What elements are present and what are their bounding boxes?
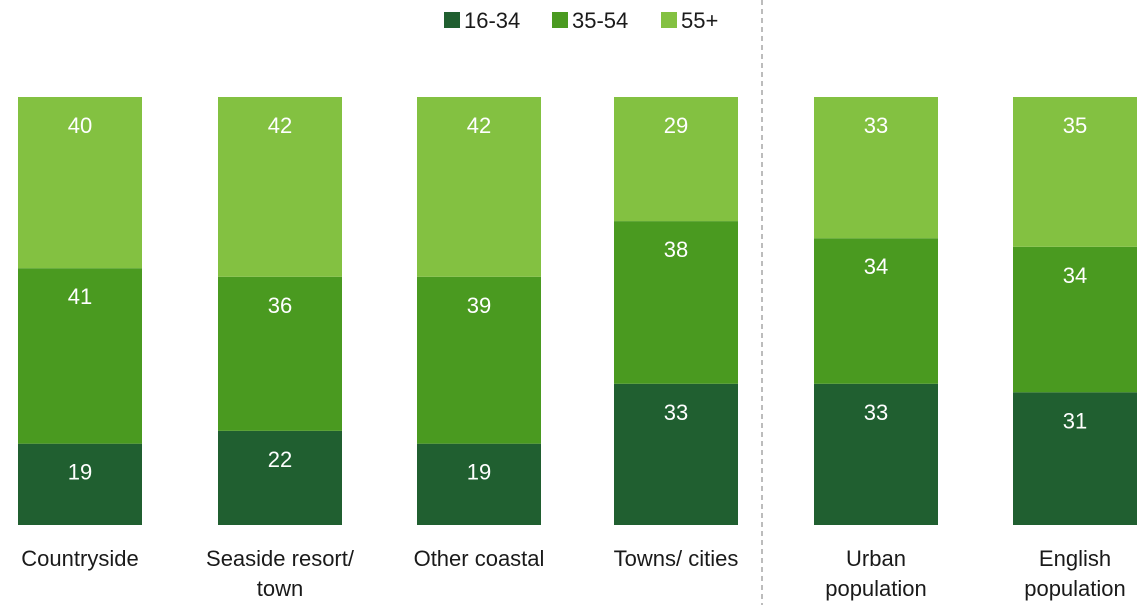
data-label: 34 [1063, 263, 1087, 288]
bar-segment [1013, 97, 1137, 247]
bar-segment [614, 221, 738, 384]
legend-label: 35-54 [572, 8, 628, 33]
bar-segment [18, 97, 142, 269]
bar-segment [417, 97, 541, 277]
category-label: town [257, 576, 303, 601]
data-label: 33 [864, 400, 888, 425]
data-label: 36 [268, 293, 292, 318]
data-label: 35 [1063, 113, 1087, 138]
bar-segment [1013, 392, 1137, 525]
legend: 16-34 35-54 55+ [444, 8, 718, 33]
data-label: 33 [664, 400, 688, 425]
category-label: Seaside resort/ [206, 546, 355, 571]
legend-swatch [661, 12, 677, 28]
data-label: 29 [664, 113, 688, 138]
category-label: Urban [846, 546, 906, 571]
category-label: Other coastal [414, 546, 545, 571]
legend-label: 16-34 [464, 8, 520, 33]
bar-segment [417, 276, 541, 444]
legend-label: 55+ [681, 8, 718, 33]
bar-segment [417, 443, 541, 525]
legend-swatch [552, 12, 568, 28]
bar-segment [18, 443, 142, 525]
category-label: population [825, 576, 927, 601]
data-label: 38 [664, 237, 688, 262]
bar-segment [814, 383, 938, 525]
data-label: 42 [467, 113, 491, 138]
bar-segment [18, 268, 142, 444]
data-label: 41 [68, 284, 92, 309]
legend-swatch [444, 12, 460, 28]
bar-segment [218, 276, 342, 431]
data-label: 19 [467, 460, 491, 485]
category-label: Towns/ cities [614, 546, 739, 571]
data-label: 22 [268, 447, 292, 472]
bar-segment [614, 97, 738, 222]
bar-segment [814, 238, 938, 384]
bar-segment [218, 97, 342, 277]
bar-segment [814, 97, 938, 239]
data-label: 42 [268, 113, 292, 138]
bar-segment [1013, 246, 1137, 393]
data-label: 34 [864, 254, 888, 279]
category-label: Countryside [21, 546, 138, 571]
data-label: 19 [68, 460, 92, 485]
bar-segment [614, 383, 738, 525]
data-label: 40 [68, 113, 92, 138]
bar-segment [218, 430, 342, 525]
data-label: 39 [467, 293, 491, 318]
bars: 19 41 40 22 36 42 19 39 42 33 38 29 33 34 33 31 34 35 [18, 97, 1137, 525]
category-label: English [1039, 546, 1111, 571]
category-label: population [1024, 576, 1126, 601]
data-label: 31 [1063, 408, 1087, 433]
category-labels: Countryside Seaside resort/town Other coas… [21, 546, 1125, 601]
data-label: 33 [864, 113, 888, 138]
